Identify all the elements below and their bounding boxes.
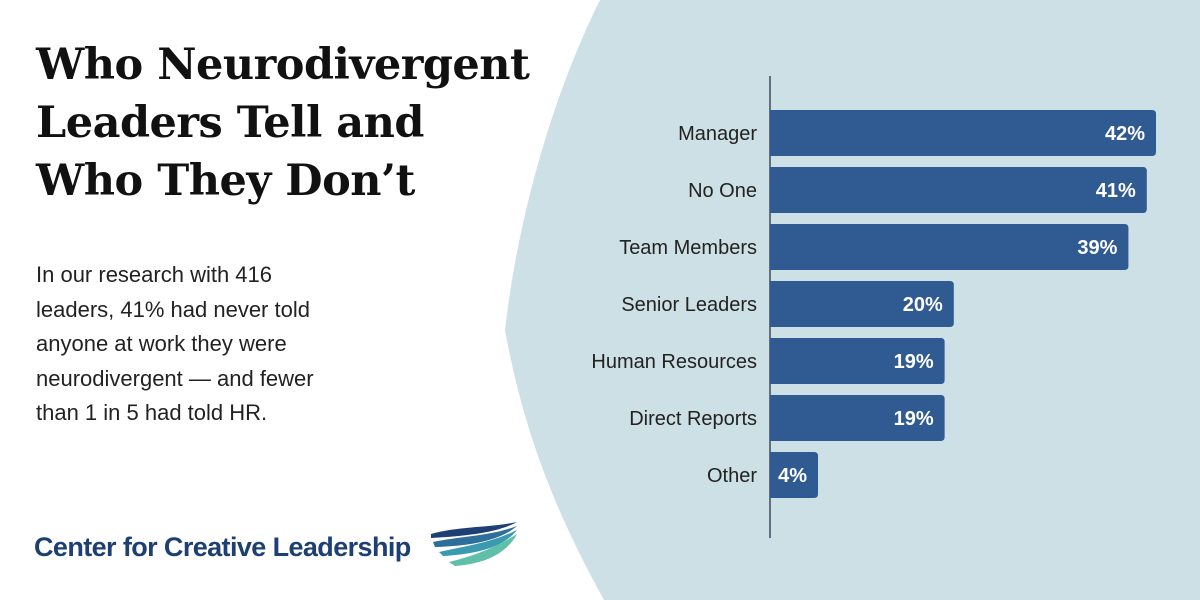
value-label: 42% — [1105, 123, 1145, 145]
value-label: 39% — [1077, 237, 1117, 259]
category-label: Human Resources — [591, 351, 757, 373]
category-label: No One — [688, 180, 757, 202]
bar — [770, 281, 954, 327]
title-block: Who Neurodivergent Leaders Tell and Who … — [36, 36, 536, 210]
category-label: Direct Reports — [629, 408, 757, 430]
summary-line: neurodivergent — and fewer — [36, 365, 314, 391]
value-label: 19% — [894, 408, 934, 430]
category-label: Team Members — [619, 237, 757, 259]
summary-line: In our research with 416 — [36, 262, 273, 287]
logo-text: Center for Creative Leadership — [34, 532, 411, 562]
value-label: 41% — [1096, 180, 1136, 202]
summary-line: anyone at work they were — [36, 331, 287, 356]
bar — [770, 338, 945, 384]
bar — [770, 167, 1147, 213]
value-label: 4% — [778, 465, 807, 487]
category-label: Manager — [678, 123, 757, 145]
value-label: 19% — [894, 351, 934, 373]
title-line: Leaders Tell and — [36, 98, 424, 148]
bar — [770, 395, 945, 441]
bar — [770, 224, 1129, 270]
summary-text: In our research with 416 leaders, 41% ha… — [36, 258, 406, 431]
bar — [770, 110, 1156, 156]
summary-line: leaders, 41% had never told — [36, 296, 310, 322]
ccl-logo: Center for Creative Leadership — [34, 522, 534, 572]
category-label: Other — [707, 465, 757, 487]
summary-line: than 1 in 5 had told HR. — [36, 400, 268, 425]
value-label: 20% — [903, 294, 943, 316]
title-line: Who Neurodivergent — [36, 40, 530, 90]
category-label: Senior Leaders — [621, 294, 757, 316]
page-title: Who Neurodivergent Leaders Tell and Who … — [36, 36, 536, 210]
title-line: Who They Don’t — [36, 156, 415, 206]
bar — [770, 452, 818, 498]
wave-stripes-icon — [431, 522, 517, 566]
